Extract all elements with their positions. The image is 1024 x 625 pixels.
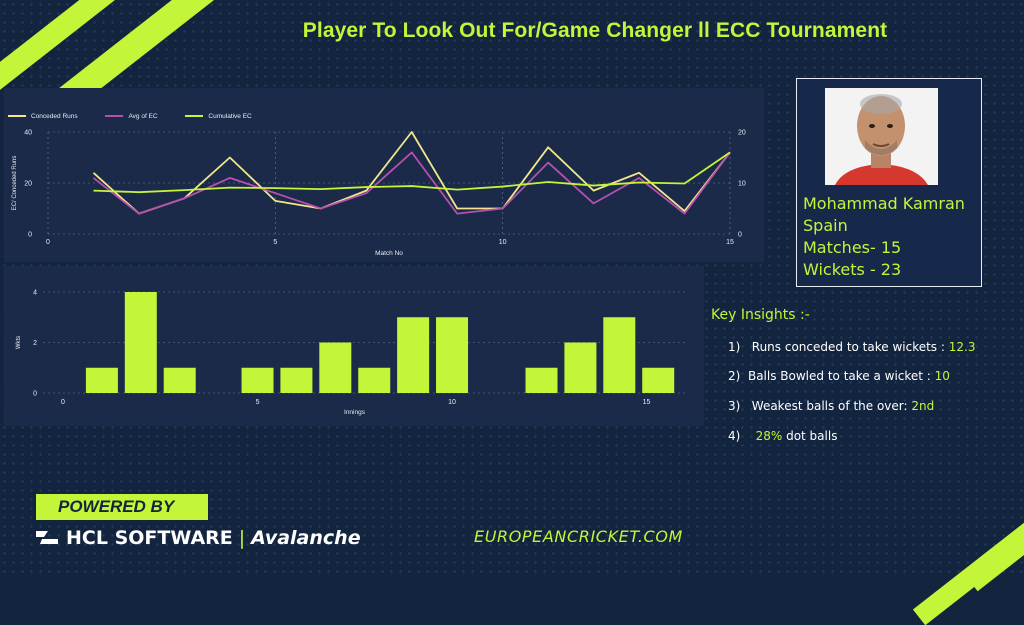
bar-1 xyxy=(85,367,118,393)
player-wickets: Wickets - 23 xyxy=(803,260,902,279)
line-chart-ylabel: EC/ Conceded Runs xyxy=(12,156,18,211)
legend-item-conceded: Conceded Runs xyxy=(8,113,78,120)
insight-2: 2) Balls Bowled to take a wicket : 10 xyxy=(728,369,950,383)
website-link[interactable]: EUROPEANCRICKET.COM xyxy=(474,527,683,546)
hcl-text: HCL SOFTWARE xyxy=(66,527,233,549)
line-chart-ytick: 40 xyxy=(24,130,32,137)
bar-chart-ylabel: Wkts xyxy=(16,336,22,349)
line-chart-y2tick: 20 xyxy=(738,130,746,137)
insights-title: Key Insights :- xyxy=(711,307,810,323)
player-country: Spain xyxy=(803,216,848,235)
line-chart-xlabel: Match No xyxy=(375,250,403,257)
bar-chart-ytick: 4 xyxy=(33,290,37,297)
player-name: Mohammad Kamran xyxy=(803,194,965,213)
player-photo xyxy=(825,88,938,185)
line-chart-legend: Conceded Runs Avg of EC Cumulative EC xyxy=(8,112,278,120)
line-chart-xtick: 0 xyxy=(46,239,50,246)
line-series-3 xyxy=(93,151,731,194)
player-avatar-icon xyxy=(825,88,938,185)
bar-12 xyxy=(603,317,636,393)
legend-item-avg: Avg of EC xyxy=(105,113,158,120)
line-series-2 xyxy=(92,151,731,215)
bar-chart-xtick: 10 xyxy=(448,399,456,406)
line-series-1 xyxy=(92,131,731,215)
bar-chart-xlabel: Innings xyxy=(344,409,366,416)
bar-11 xyxy=(564,342,597,393)
bar-5 xyxy=(280,367,313,393)
insight-1: 1) Runs conceded to take wickets : 12.3 xyxy=(728,340,976,354)
bar-chart-xtick: 15 xyxy=(643,399,651,406)
bar-chart: 0 2 4 0 5 10 15 Innings Wkts xyxy=(16,290,686,416)
insight-4: 4) 28% dot balls xyxy=(728,429,838,443)
insight-3: 3) Weakest balls of the over: 2nd xyxy=(728,399,935,413)
bar-6 xyxy=(319,342,352,393)
bar-7 xyxy=(358,367,391,393)
bar-chart-xtick: 0 xyxy=(61,399,65,406)
powered-by-banner: POWERED BY xyxy=(36,494,208,520)
line-chart-xtick: 5 xyxy=(273,239,277,246)
line-chart-y2tick: 10 xyxy=(738,181,746,188)
hcl-avalanche-logo: HCL SOFTWARE | Avalanche xyxy=(34,527,361,549)
bar-13 xyxy=(642,367,675,393)
player-info: Mohammad Kamran Spain Matches- 15 Wicket… xyxy=(803,193,965,281)
line-chart-y2tick: 0 xyxy=(738,232,742,239)
player-card: Mohammad Kamran Spain Matches- 15 Wicket… xyxy=(796,78,982,287)
bar-chart-ytick: 2 xyxy=(33,340,37,347)
bar-chart-ytick: 0 xyxy=(33,391,37,398)
line-chart-ytick: 20 xyxy=(24,181,32,188)
legend-item-cumulative: Cumulative EC xyxy=(185,113,252,120)
bar-3 xyxy=(163,367,196,393)
bar-10 xyxy=(525,367,558,393)
bar-2 xyxy=(124,292,157,393)
line-chart-xtick: 10 xyxy=(499,239,507,246)
line-chart-xtick: 15 xyxy=(726,239,734,246)
hcl-logo-icon xyxy=(36,531,58,544)
bar-4 xyxy=(241,367,274,393)
bar-chart-xtick: 5 xyxy=(256,399,260,406)
avalanche-text: Avalanche xyxy=(251,527,361,549)
bar-8 xyxy=(397,317,430,393)
page-title: Player To Look Out For/Game Changer ll E… xyxy=(302,19,888,42)
player-matches: Matches- 15 xyxy=(803,238,902,257)
line-chart-ytick: 0 xyxy=(28,232,32,239)
line-chart: 0 20 40 0 10 20 0 5 10 15 Match No EC/ Conceded Run… xyxy=(12,130,746,258)
bar-9 xyxy=(436,317,469,393)
line-chart-panel xyxy=(4,88,764,262)
